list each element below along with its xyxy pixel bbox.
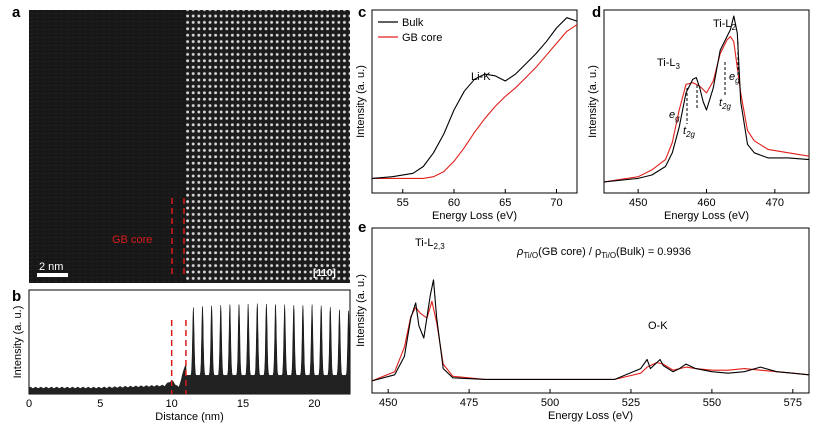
legend-c: Bulk GB core [378,17,442,44]
panel-label-c: c [358,4,366,21]
annotation-o-k: O-K [648,320,668,332]
amorphous-region [29,10,186,283]
series-line-bulk [371,17,578,179]
panel-label-a: a [12,4,21,21]
annotation-eg-l3: eg [669,109,680,123]
x-tick-label-e: 550 [703,397,721,409]
x-axis-label-d: Energy Loss (eV) [664,210,749,222]
y-axis-label-b: Intensity (a. u.) [12,306,24,379]
panel-label-d: d [592,4,601,21]
x-tick-label-b: 15 [237,398,249,410]
x-tick-label-d: 460 [697,197,715,209]
series-intensity-profile [28,303,351,395]
scale-bar [37,273,68,277]
x-tick-label-b: 5 [97,398,103,410]
annotation-t2g-l3: t2g [683,125,696,139]
plot-frame-e [371,227,810,394]
series-line-gb-core [372,24,578,179]
scale-bar-label: 2 nm [39,261,63,273]
annotation-ti-l3: Ti-L3 [657,57,681,71]
panel-label-e: e [358,219,366,236]
x-axis-label-c: Energy Loss (eV) [432,210,517,222]
y-axis-label-c: Intensity (a. u.) [355,65,367,138]
x-tick-label-c: 55 [397,197,409,209]
series-line-gb-core [603,35,810,183]
panel-e-full-spectrum: 450 475 500 525 550 575 Energy Loss (eV) Intens… [355,227,810,422]
annotation-ti-l2: Ti-L2 [713,18,737,32]
x-tick-label-d: 470 [766,197,784,209]
x-tick-label-b: 20 [308,398,320,410]
zone-axis-label: [110] [313,268,336,279]
panel-d-ti-l-edge: 450 460 470 Energy Loss (eV) Intensity (a. u… [587,9,810,222]
x-axis-label-e: Energy Loss (eV) [548,410,633,422]
x-tick-label-e: 575 [784,397,802,409]
annotations-d: Ti-L3 Ti-L2 eg t2g eg t2g [657,18,740,139]
crystal-region [186,10,350,283]
y-axis-label-d: Intensity (a. u.) [587,65,599,138]
annotation-t2g-l2: t2g [719,97,732,111]
annotation-ratio: ρTi/O(GB core) / ρTi/O(Bulk) = 0.9936 [516,246,691,260]
x-tick-label-e: 525 [622,397,640,409]
gb-core-label: GB core [112,234,152,246]
series-line-gb-core [371,300,810,382]
y-axis-label-e: Intensity (a. u.) [355,274,367,347]
x-tick-label-c: 70 [550,197,562,209]
plot-frame-d [603,9,810,194]
series-line-bulk [371,279,810,382]
legend-label-gb-core: GB core [402,32,442,44]
annotation-li-k: Li-K [471,71,491,83]
annotation-ti-l23: Ti-L2,3 [415,237,445,251]
series-line-bulk [603,15,810,183]
x-tick-label-b: 0 [26,398,32,410]
x-tick-label-e: 500 [541,397,559,409]
x-tick-label-d: 450 [629,197,647,209]
plot-frame-c [371,9,578,194]
x-tick-label-e: 475 [460,397,478,409]
annotation-eg-l2: eg [729,71,740,85]
x-tick-label-c: 60 [448,197,460,209]
legend-label-bulk: Bulk [402,17,424,29]
x-axis-label-b: Distance (nm) [155,411,223,423]
x-tick-label-c: 65 [499,197,511,209]
panel-a-stem-image: GB core 2 nm [110] [29,10,350,283]
x-tick-label-b: 10 [166,398,178,410]
annotations-e: Ti-L2,3 O-K ρTi/O(GB core) / ρTi/O(Bulk)… [415,237,691,332]
x-tick-label-e: 450 [379,397,397,409]
panel-c-li-k-edge: 55 60 65 70 Energy Loss (eV) Intensity (a. u.… [355,9,578,222]
panel-label-b: b [12,288,21,305]
panel-b-line-profile: 0 5 10 15 20 Distance (nm) Intensity (a. u.) [12,289,351,423]
